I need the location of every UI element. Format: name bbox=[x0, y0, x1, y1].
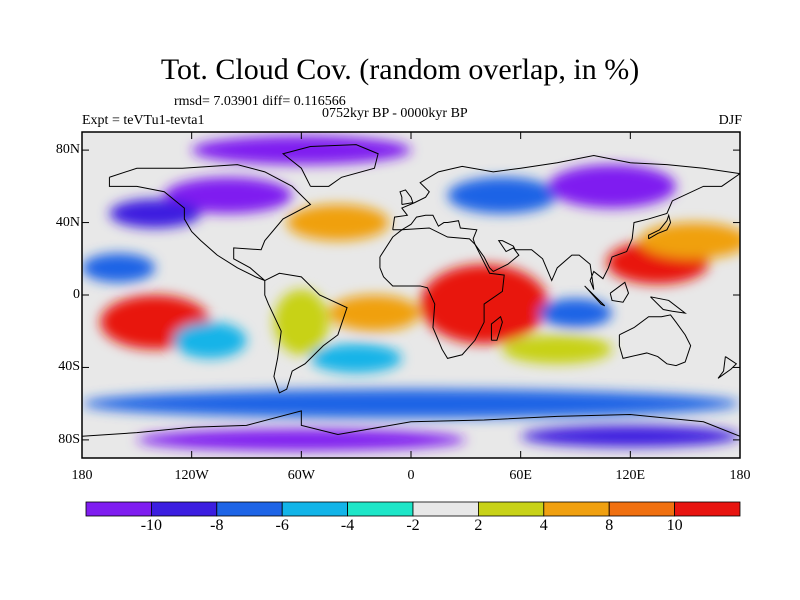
anomaly-north-pacific-low bbox=[82, 253, 156, 283]
colorbar-label: -4 bbox=[340, 517, 355, 534]
coastline-antarctica bbox=[82, 410, 740, 437]
anomaly-field bbox=[82, 135, 740, 451]
colorbar-label: 4 bbox=[539, 517, 548, 534]
coastline-new-zealand bbox=[717, 356, 738, 379]
coastline-indonesia-borneo bbox=[609, 281, 630, 303]
anomaly-arctic-low bbox=[191, 135, 411, 165]
colorbar-swatch bbox=[347, 501, 414, 517]
experiment-label: Expt = teVTu1-tevta1 bbox=[82, 113, 205, 128]
lon-label: 180 bbox=[729, 468, 751, 483]
anomaly-europe-low bbox=[447, 177, 558, 214]
map-ticks bbox=[81, 132, 741, 458]
season-label: DJF bbox=[718, 113, 742, 128]
colorbar-swatch bbox=[281, 501, 349, 517]
anomaly-north-pacific-high bbox=[639, 222, 740, 259]
anomaly-south-america-high bbox=[273, 289, 329, 355]
colorbar-swatch bbox=[412, 501, 479, 517]
coastline-british-isles bbox=[399, 189, 414, 205]
colorbar-swatch bbox=[150, 501, 218, 517]
anomaly-north-america-low bbox=[164, 177, 293, 214]
colorbar-label: -10 bbox=[140, 517, 163, 534]
colorbar-swatch bbox=[543, 501, 610, 517]
anomaly-pacific-midlat-low bbox=[109, 199, 201, 228]
colorbar-swatch bbox=[85, 501, 152, 517]
lon-label: 180 bbox=[71, 468, 93, 483]
stats-text: rmsd= 7.03901 diff= 0.116566 bbox=[174, 94, 346, 109]
lon-label: 60W bbox=[287, 468, 315, 483]
colorbar-label: -8 bbox=[210, 517, 224, 534]
coastline-japan bbox=[648, 213, 672, 240]
anomaly-indian-ocean-low bbox=[538, 298, 613, 328]
anomaly-atlantic-tropics-high bbox=[328, 295, 421, 332]
coastline-new-guinea bbox=[650, 296, 687, 314]
colorbar bbox=[85, 501, 741, 517]
lat-label: 40N bbox=[55, 214, 80, 230]
lat-label: 80S bbox=[58, 431, 80, 447]
lat-label: 40S bbox=[58, 359, 80, 375]
colorbar-label: -2 bbox=[406, 517, 420, 534]
anomaly-north-atlantic-high bbox=[286, 204, 390, 241]
colorbar-label: 2 bbox=[474, 517, 483, 534]
lat-label: 80N bbox=[55, 142, 80, 158]
anomaly-antarctic-low bbox=[136, 429, 466, 451]
coastline-south-america bbox=[264, 272, 348, 394]
coastline-australia bbox=[618, 314, 692, 367]
colorbar-swatch bbox=[477, 501, 545, 517]
coastline-sumatra bbox=[584, 285, 606, 307]
period-label: 0752kyr BP - 0000kyr BP bbox=[322, 106, 468, 121]
lon-label: 60E bbox=[509, 468, 532, 483]
colorbar-swatch bbox=[216, 501, 283, 517]
colorbar-swatch bbox=[674, 501, 741, 517]
anomaly-east-pacific-low bbox=[173, 322, 247, 359]
coastlines bbox=[82, 144, 740, 437]
lon-label: 0 bbox=[407, 468, 415, 483]
anomaly-siberia-low bbox=[548, 164, 677, 209]
colorbar-label: 8 bbox=[605, 517, 614, 534]
colorbar-label: -6 bbox=[275, 517, 289, 534]
anomaly-antarctic-low-east bbox=[520, 425, 740, 448]
colorbar-label: 10 bbox=[666, 517, 683, 534]
anomaly-south-atlantic-low bbox=[310, 343, 402, 373]
coastline-africa bbox=[379, 227, 505, 359]
coastline-north-america bbox=[108, 164, 312, 281]
lon-label: 120E bbox=[615, 468, 646, 483]
coastline-europe-asia bbox=[392, 155, 740, 290]
coastline-greenland bbox=[281, 144, 379, 187]
map-title: Tot. Cloud Cov. (random overlap, in %) bbox=[160, 53, 640, 86]
anomaly-southern-ocean-low bbox=[82, 389, 740, 419]
lat-label: 0 bbox=[73, 287, 80, 302]
anomaly-south-indian-high bbox=[502, 334, 613, 364]
coastline-madagascar bbox=[490, 315, 503, 341]
colorbar-swatch bbox=[608, 501, 676, 517]
lon-label: 120W bbox=[174, 468, 209, 483]
